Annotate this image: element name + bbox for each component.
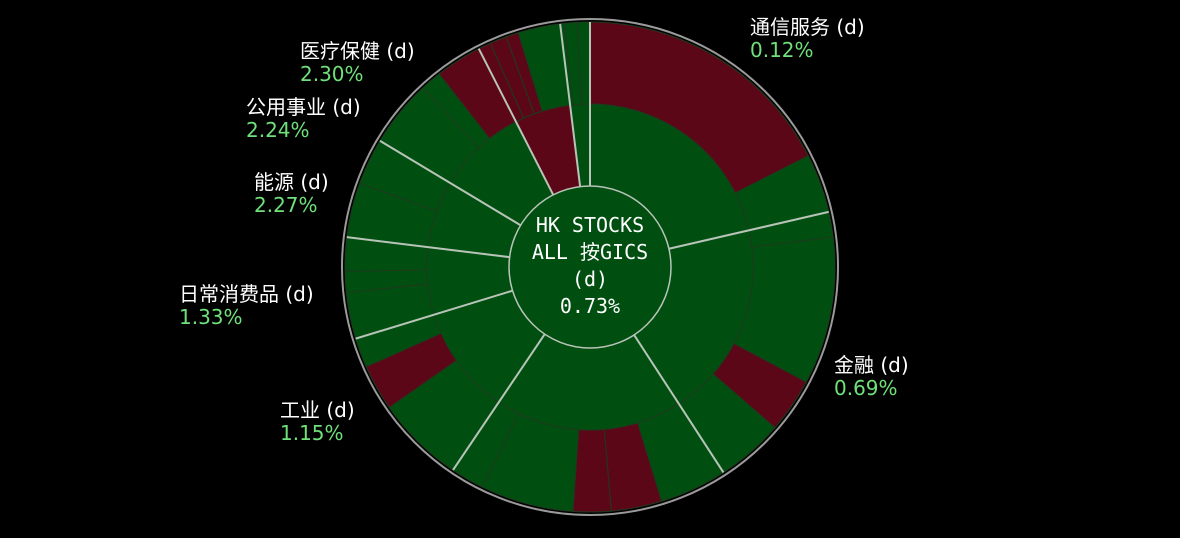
label-health-care-name: 医疗保健 (d) — [300, 39, 415, 63]
label-utilities-pct: 2.24% — [246, 118, 310, 142]
label-energy[interactable]: 能源 (d) 2.27% — [254, 171, 329, 217]
label-health-care-pct: 2.30% — [300, 62, 364, 86]
sector-divider-5 — [346, 236, 510, 259]
sector-divider-7 — [477, 48, 555, 196]
sector-divider-3 — [452, 333, 546, 471]
label-financials[interactable]: 金融 (d) 0.69% — [834, 354, 909, 400]
label-communication-services[interactable]: 通信服务 (d) 0.12% — [750, 16, 865, 62]
sector-ring — [426, 103, 754, 431]
center-value: 0.73% — [559, 294, 621, 318]
label-communication-services-name: 通信服务 (d) — [750, 15, 865, 39]
sector-divider-2 — [633, 334, 725, 474]
center-title-line2: ALL 按GICS — [531, 240, 649, 264]
label-health-care[interactable]: 医疗保健 (d) 2.30% — [300, 40, 415, 86]
label-industrials-pct: 1.15% — [280, 421, 344, 445]
outer-ring — [341, 18, 839, 516]
subsector-7[interactable] — [572, 428, 612, 513]
label-consumer-staples-name: 日常消费品 (d) — [179, 282, 314, 306]
center-title-line3: (d) — [571, 267, 609, 291]
sector-divider-8 — [559, 23, 582, 187]
label-industrials-name: 工业 (d) — [280, 398, 355, 422]
sector-divider-4 — [355, 289, 513, 340]
label-industrials[interactable]: 工业 (d) 1.15% — [280, 399, 355, 445]
label-financials-pct: 0.69% — [834, 376, 898, 400]
subsector-ring — [344, 21, 836, 513]
center-title-line1: HK STOCKS — [535, 213, 645, 237]
sector-divider-6 — [379, 139, 522, 227]
label-utilities[interactable]: 公用事业 (d) 2.24% — [246, 96, 361, 142]
label-communication-services-pct: 0.12% — [750, 38, 814, 62]
label-consumer-staples[interactable]: 日常消费品 (d) 1.33% — [179, 283, 314, 329]
label-consumer-staples-pct: 1.33% — [179, 305, 243, 329]
sector-divider-1 — [668, 210, 829, 250]
center-label[interactable]: HK STOCKS ALL 按GICS (d) 0.73% — [500, 212, 680, 320]
label-financials-name: 金融 (d) — [834, 353, 909, 377]
label-utilities-name: 公用事业 (d) — [246, 95, 361, 119]
label-energy-name: 能源 (d) — [254, 170, 329, 194]
label-energy-pct: 2.27% — [254, 193, 318, 217]
ring-outlines — [341, 18, 839, 516]
